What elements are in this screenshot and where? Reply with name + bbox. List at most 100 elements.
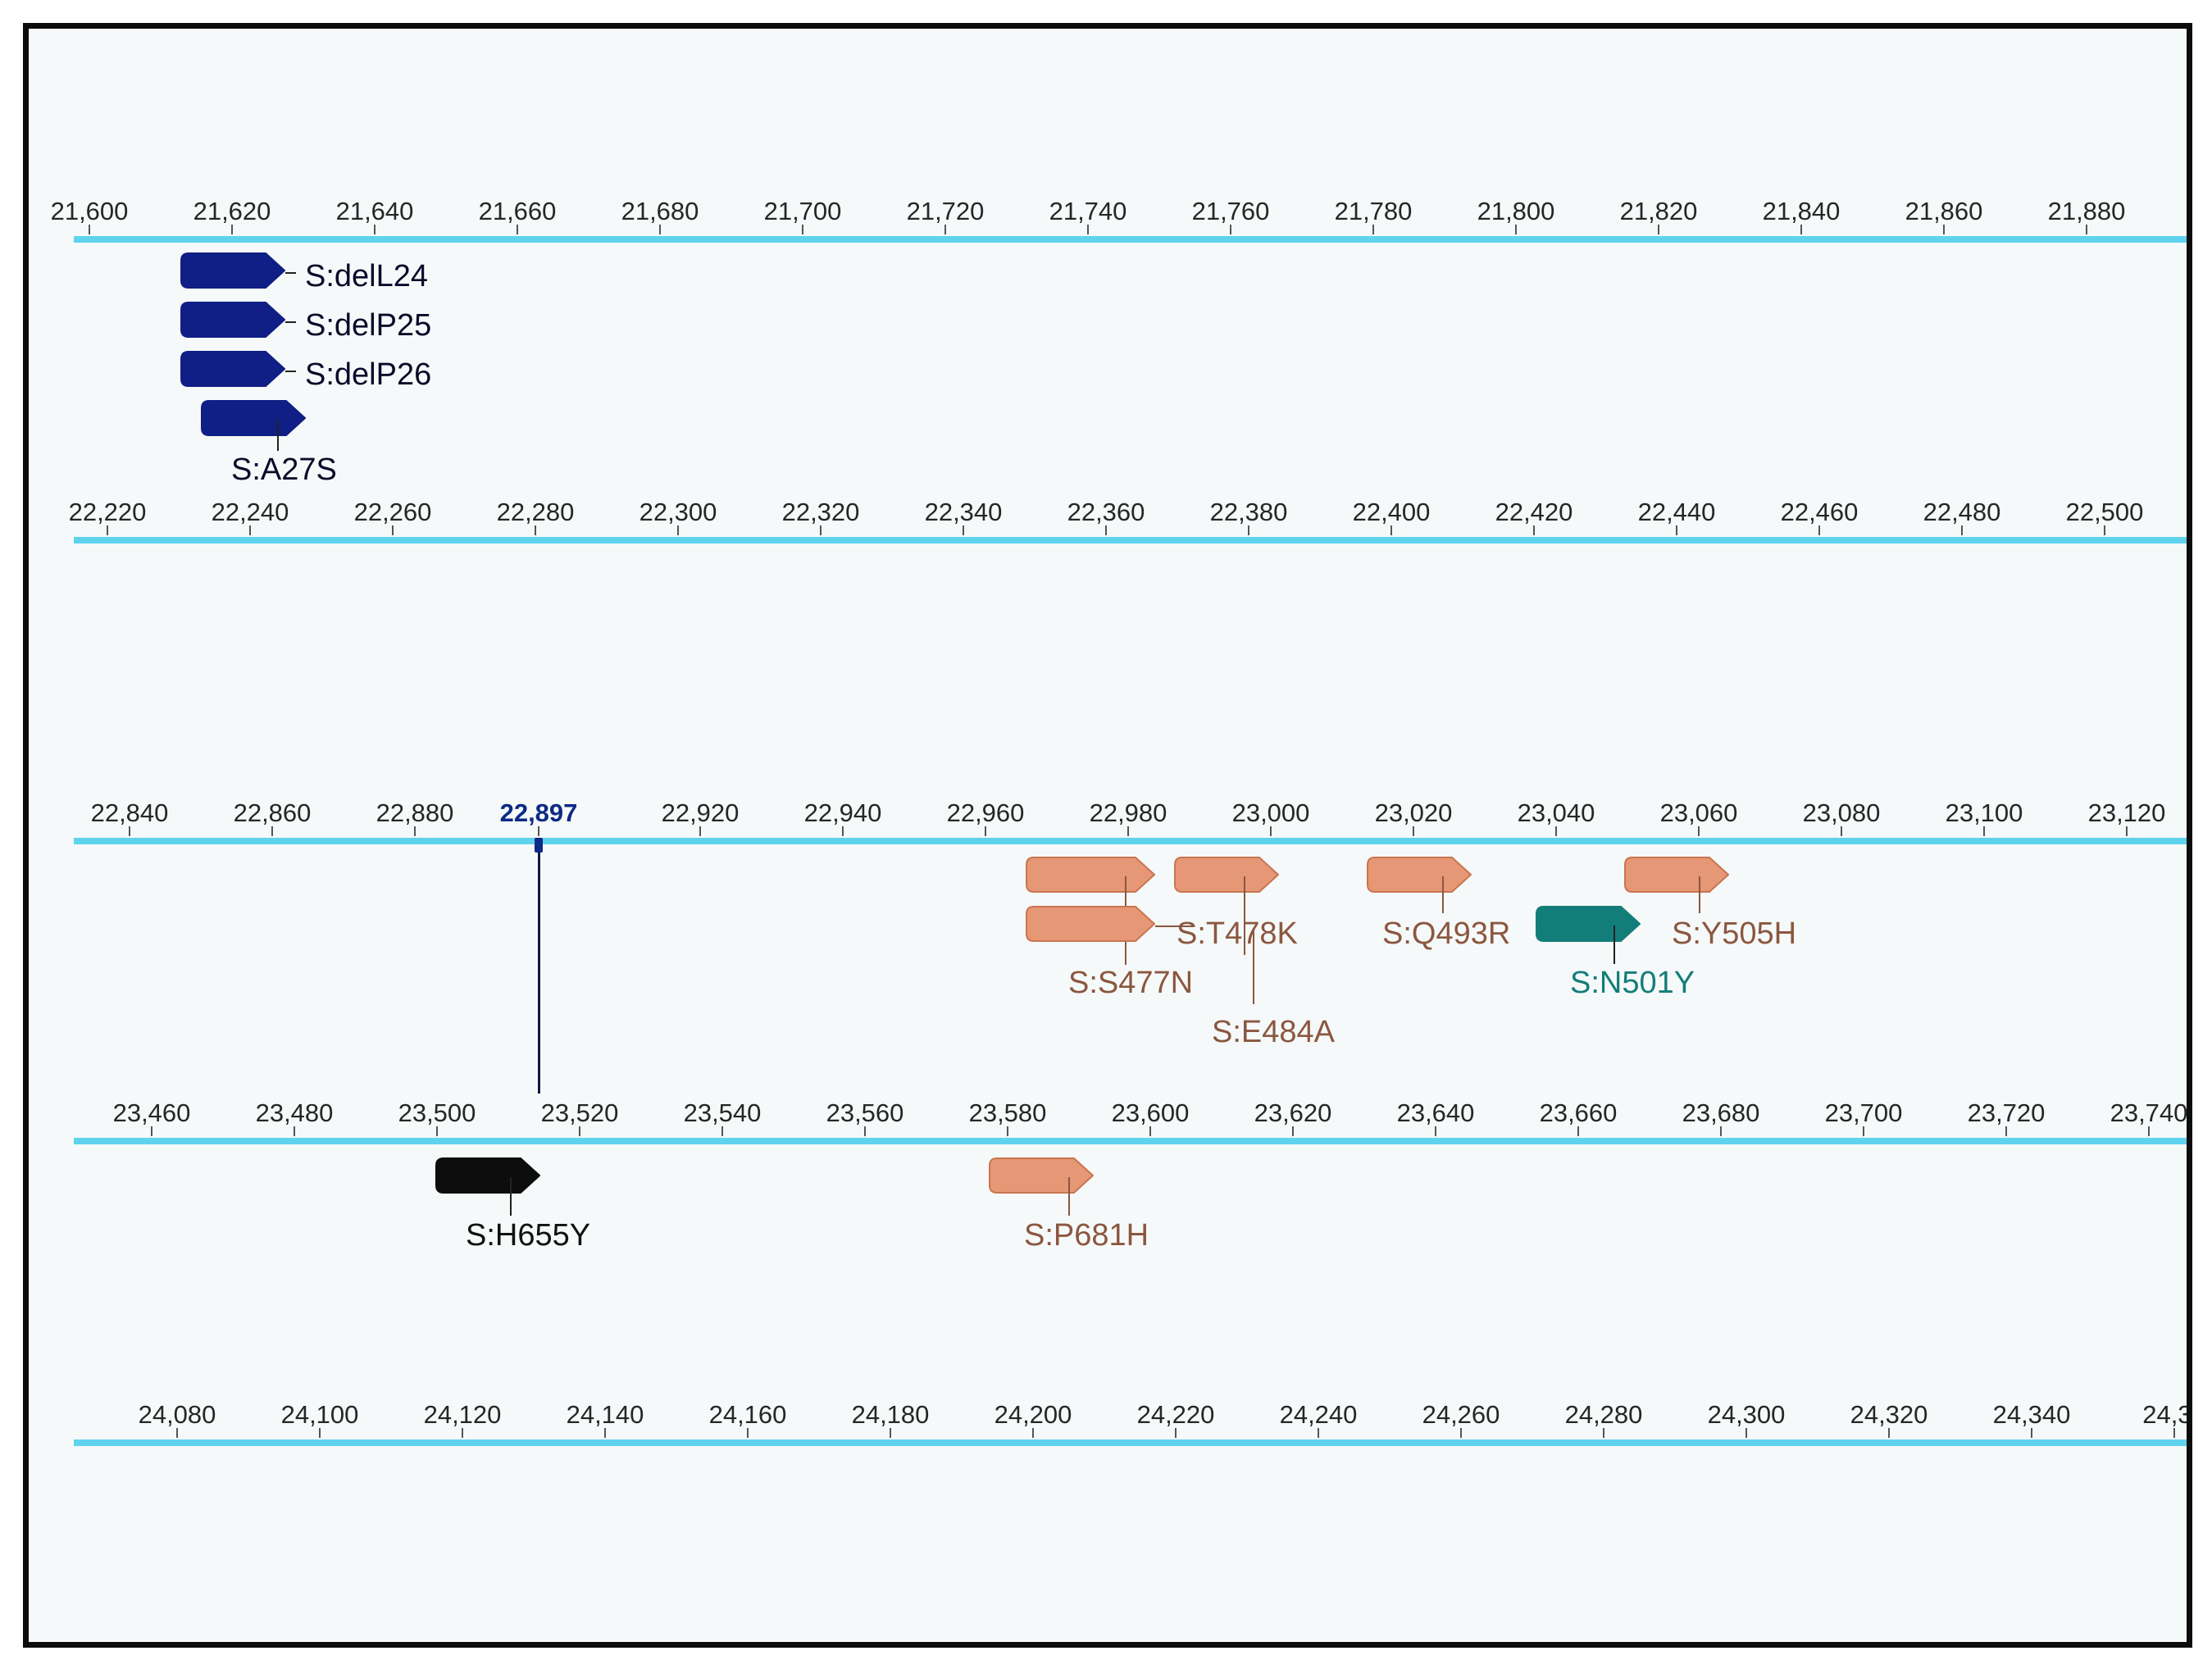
feature-arrow-s-e484a[interactable] <box>1026 906 1155 942</box>
feature-arrow-s-a27s[interactable] <box>201 400 306 436</box>
position-marker-handle[interactable] <box>535 838 543 853</box>
ruler-tick-label: 23,700 <box>1824 1098 1903 1127</box>
feature-label[interactable]: S:delL24 <box>305 259 429 293</box>
ruler-tick-mark <box>462 1428 463 1438</box>
ruler-tick-mark <box>538 826 539 836</box>
ruler-tick-mark <box>392 525 394 535</box>
feature-leader-line <box>285 321 296 323</box>
ruler-tick-mark <box>1372 225 1374 234</box>
ruler-tick-mark <box>535 525 536 535</box>
ruler-tick-mark <box>1515 225 1517 234</box>
ruler-tick-label: 21,720 <box>906 197 985 225</box>
ruler-tick-label: 22,860 <box>233 798 312 827</box>
ruler-tick-mark <box>659 225 661 234</box>
ruler-tick-label: 22,300 <box>639 498 717 526</box>
ruler-tick-mark <box>820 525 822 535</box>
ruler-tick-label: 21,660 <box>478 197 557 225</box>
ruler-tick-label: 24,240 <box>1279 1400 1358 1429</box>
ruler-tick-mark <box>414 826 416 836</box>
ruler-tick-label: 21,620 <box>193 197 271 225</box>
ruler-tick-label: 23,100 <box>1945 798 2023 827</box>
ruler-tick-mark <box>1603 1428 1604 1438</box>
ruler-tick-label: 22,480 <box>1923 498 2001 526</box>
ruler-tick-mark <box>2086 225 2087 234</box>
ruler-tick-label: 24,120 <box>423 1400 502 1429</box>
ruler-tick-label: 23,520 <box>540 1098 619 1127</box>
position-marker-line[interactable] <box>538 844 540 1094</box>
ruler-tick-label: 22,340 <box>924 498 1003 526</box>
feature-label[interactable]: S:T478K <box>1177 916 1298 951</box>
feature-arrow-s-delp25[interactable] <box>180 302 285 338</box>
ruler-tick-label: 23,680 <box>1682 1098 1760 1127</box>
ruler-tick-mark <box>1460 1428 1462 1438</box>
feature-label[interactable]: S:delP26 <box>305 357 432 392</box>
ruler-line <box>74 838 2187 844</box>
ruler-tick-label: 23,040 <box>1517 798 1595 827</box>
ruler-tick-label: 22,897 <box>499 798 578 827</box>
ruler-tick-mark <box>747 1428 749 1438</box>
ruler-tick-mark <box>842 826 844 836</box>
ruler-tick-label: 23,500 <box>398 1098 476 1127</box>
ruler-line <box>74 236 2187 243</box>
ruler-tick-mark <box>1533 525 1535 535</box>
ruler-tick-label: 23,580 <box>968 1098 1047 1127</box>
ruler-tick-mark <box>176 1428 178 1438</box>
ruler-tick-label: 23,660 <box>1539 1098 1618 1127</box>
ruler-tick-mark <box>1105 525 1107 535</box>
feature-label[interactable]: S:Y505H <box>1672 916 1797 951</box>
ruler-tick-label: 23,060 <box>1659 798 1738 827</box>
ruler-line <box>74 537 2187 543</box>
ruler-line <box>74 1439 2187 1446</box>
ruler-tick-label: 22,220 <box>68 498 147 526</box>
feature-label[interactable]: S:H655Y <box>466 1218 591 1253</box>
feature-arrow-s-delp26[interactable] <box>180 351 285 387</box>
feature-arrow-s-y505h[interactable] <box>1624 857 1729 893</box>
feature-label[interactable]: S:N501Y <box>1570 966 1695 1000</box>
feature-label[interactable]: S:P681H <box>1024 1218 1149 1253</box>
ruler-tick-label: 23,540 <box>683 1098 762 1127</box>
feature-arrow-s-h655y[interactable] <box>435 1157 540 1194</box>
ruler-tick-mark <box>1248 525 1249 535</box>
ruler-tick-label: 21,680 <box>621 197 699 225</box>
feature-label[interactable]: S:Q493R <box>1382 916 1511 951</box>
ruler-tick-mark <box>721 1126 723 1136</box>
ruler-tick-label: 22,320 <box>781 498 860 526</box>
feature-arrow-s-dell24[interactable] <box>180 252 285 289</box>
ruler-tick-mark <box>1841 826 1842 836</box>
ruler-tick-mark <box>1032 1428 1034 1438</box>
feature-arrow-s-s477n[interactable] <box>1026 857 1155 893</box>
feature-leader-line <box>285 272 296 274</box>
ruler-tick-mark <box>1413 826 1414 836</box>
ruler-tick-label: 23,640 <box>1396 1098 1475 1127</box>
ruler-tick-mark <box>1863 1126 1864 1136</box>
ruler-tick-mark <box>1943 225 1945 234</box>
ruler-tick-label: 23,080 <box>1802 798 1881 827</box>
ruler-tick-mark <box>1800 225 1802 234</box>
ruler-tick-label: 22,980 <box>1089 798 1167 827</box>
ruler-tick-mark <box>2104 525 2105 535</box>
feature-arrow-s-n501y[interactable] <box>1536 906 1641 942</box>
feature-label[interactable]: S:S477N <box>1068 966 1194 1000</box>
ruler-tick-mark <box>2031 1428 2032 1438</box>
ruler-tick-mark <box>1318 1428 1319 1438</box>
ruler-tick-label: 24,180 <box>851 1400 930 1429</box>
ruler-tick-label: 23,460 <box>112 1098 191 1127</box>
feature-arrow-s-q493r[interactable] <box>1367 857 1472 893</box>
ruler-tick-label: 22,280 <box>496 498 575 526</box>
feature-label[interactable]: S:delP25 <box>305 308 432 343</box>
ruler-tick-mark <box>1175 1428 1177 1438</box>
feature-label[interactable]: S:A27S <box>231 452 337 487</box>
ruler-tick-label: 24,280 <box>1564 1400 1643 1429</box>
ruler-tick-label: 23,000 <box>1231 798 1310 827</box>
ruler-tick-mark <box>1698 826 1700 836</box>
ruler-tick-label: 23,120 <box>2087 798 2166 827</box>
feature-leader-line <box>1244 876 1245 955</box>
ruler-tick-mark <box>319 1428 321 1438</box>
feature-arrow-s-p681h[interactable] <box>989 1157 1094 1194</box>
ruler-tick-mark <box>271 826 273 836</box>
ruler-tick-mark <box>1983 826 1985 836</box>
feature-label[interactable]: S:E484A <box>1212 1015 1335 1049</box>
ruler-tick-label: 24,36 <box>2142 1400 2192 1429</box>
ruler-tick-mark <box>604 1428 606 1438</box>
feature-arrow-s-t478k[interactable] <box>1174 857 1279 893</box>
